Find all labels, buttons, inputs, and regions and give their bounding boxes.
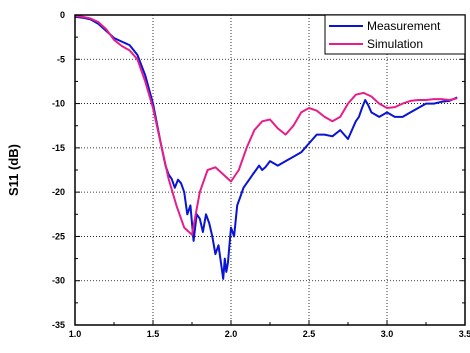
plot-frame xyxy=(74,14,466,326)
x-tick-label: 3.0 xyxy=(381,329,394,339)
y-tick-label: -10 xyxy=(52,99,65,109)
y-axis-label: S11 (dB) xyxy=(6,144,21,196)
legend-box xyxy=(324,14,466,55)
x-tick-label: 3.5 xyxy=(459,329,470,339)
y-tick-label: -25 xyxy=(52,231,65,241)
series-lines xyxy=(74,14,458,280)
y-tick-label: -15 xyxy=(52,143,65,153)
y-tick-label: -20 xyxy=(52,187,65,197)
legend-label-simulation: Simulation xyxy=(367,37,423,51)
y-tick-label: -35 xyxy=(52,320,65,330)
x-tick-label: 2.5 xyxy=(303,329,316,339)
legend-label-measurement: Measurement xyxy=(367,19,441,33)
axis-tick-labels: 1.0 1.5 2.0 2.5 3.0 3.5 0 -5 -10 -15 -20 -25 -30 -35 xyxy=(52,10,470,339)
axis-ticks xyxy=(74,14,466,326)
x-tick-label: 1.0 xyxy=(69,329,82,339)
y-tick-label: -30 xyxy=(52,276,65,286)
y-tick-label: 0 xyxy=(60,10,65,20)
grid-lines xyxy=(75,15,465,325)
legend: Measurement Simulation xyxy=(324,14,466,55)
y-tick-label: -5 xyxy=(57,54,65,64)
x-tick-label: 2.0 xyxy=(225,329,238,339)
x-tick-label: 1.5 xyxy=(147,329,160,339)
series-line-simulation xyxy=(74,14,458,236)
